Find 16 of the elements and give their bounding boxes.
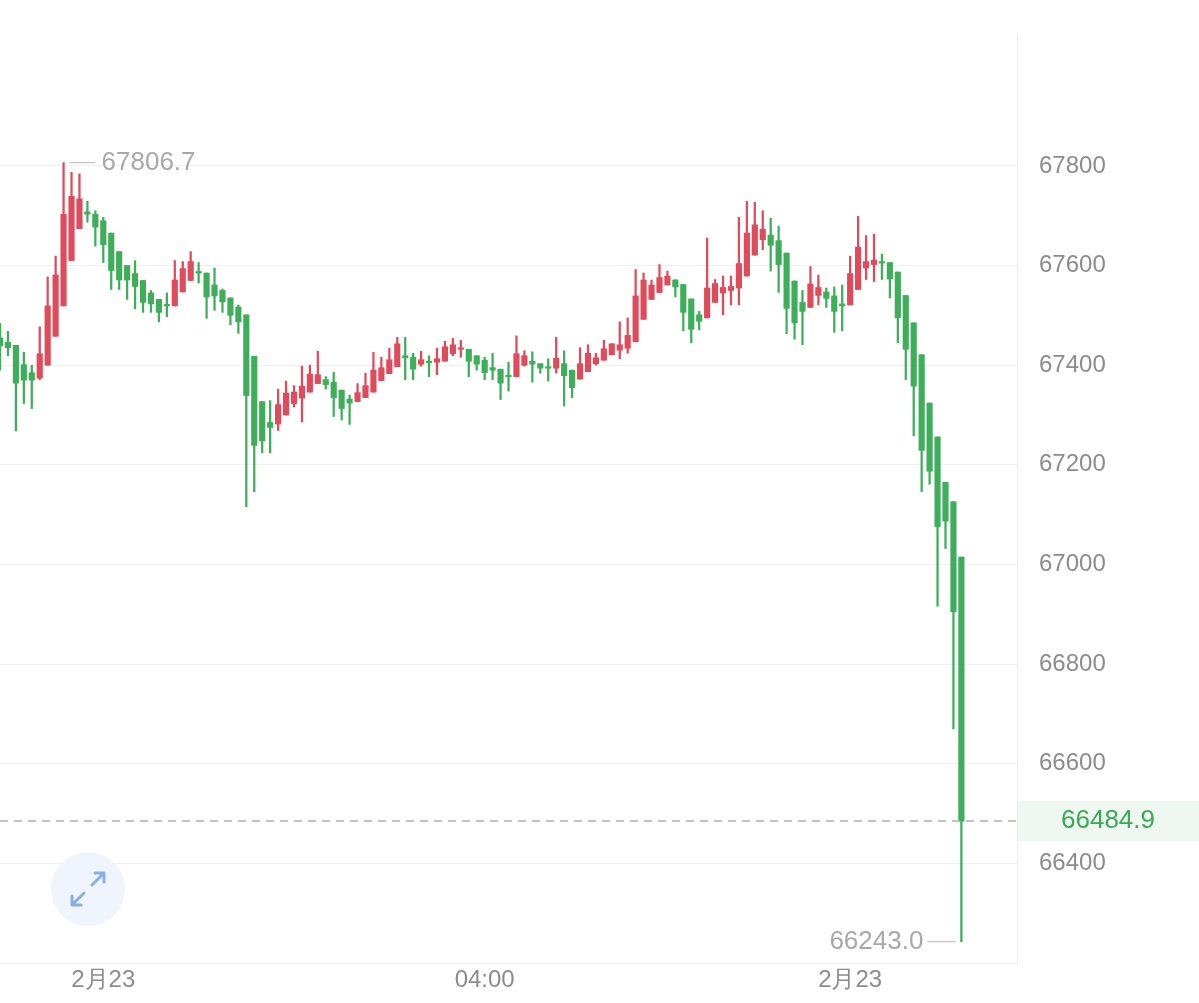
ref-line-label: 66484.9 [1061,804,1155,835]
annotation: 66243.0 [829,924,924,955]
x-tick-label: 2月23 [818,965,883,993]
y-tick-label: 67800 [1039,150,1106,178]
y-tick-label: 66400 [1039,847,1106,875]
y-tick-label: 66600 [1039,748,1106,776]
y-tick-label: 67400 [1039,349,1106,377]
x-tick-label: 2月23 [71,965,136,993]
x-tick-label: 04:00 [454,965,515,993]
y-tick-label: 67200 [1039,449,1106,477]
y-tick-label: 67000 [1039,549,1106,577]
y-tick-label: 66800 [1039,648,1106,676]
candlestick [608,343,615,356]
candlestick [457,339,464,358]
annotation: 67806.7 [101,145,196,176]
y-tick-label: 67600 [1039,250,1106,278]
